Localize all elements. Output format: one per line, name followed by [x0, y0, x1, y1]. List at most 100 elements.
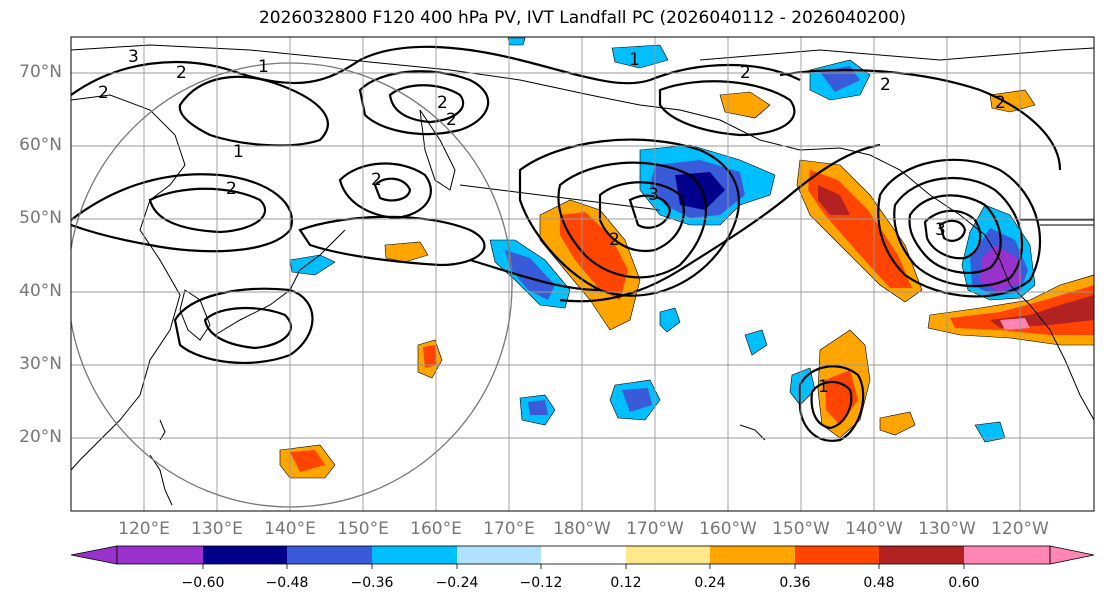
lon-label: 120°W	[991, 519, 1049, 539]
colorbar-tick-label: 0.60	[948, 575, 980, 591]
lon-label: 170°E	[483, 519, 535, 539]
contour-goa-low-5	[938, 219, 967, 242]
contour-manchuria	[338, 162, 432, 220]
lon-label: 140°E	[264, 519, 316, 539]
contour-mid-trough-2	[469, 258, 601, 292]
fill-positive-kuril	[384, 241, 429, 263]
fill-positive-midpac-core	[423, 345, 437, 368]
contour-hawaii-low	[798, 365, 865, 442]
lon-label: 170°W	[626, 519, 684, 539]
colorbar-outline	[116, 545, 1051, 565]
colorbar-swatch	[287, 546, 372, 564]
lon-label: 150°W	[772, 519, 830, 539]
contour-okhotsk-inner	[388, 84, 465, 124]
contour-label: 2	[226, 179, 237, 199]
fill-positive-band-max	[818, 185, 850, 215]
contour-goa-low	[877, 158, 1042, 298]
contour-label: 2	[98, 83, 109, 103]
fill-positive-se	[879, 411, 916, 436]
colorbar-ticks	[202, 564, 965, 569]
colorbar-tick-label: −0.60	[181, 575, 225, 591]
contour-label: 1	[629, 50, 640, 70]
fill-negative-hawaii-w-core	[622, 388, 652, 412]
contour-label: 2	[995, 93, 1006, 113]
colorbar-tick-label: −0.24	[435, 575, 479, 591]
contour-bering-low	[518, 138, 741, 297]
fill-negative-small2	[744, 329, 768, 356]
contour-label: 3	[935, 220, 946, 240]
contour-label: 3	[648, 185, 659, 205]
lon-label: 130°W	[918, 519, 976, 539]
colorbar	[70, 545, 1095, 569]
coast-asia	[71, 94, 186, 471]
contour-mid-trough	[559, 143, 881, 303]
colorbar-swatch	[795, 546, 879, 564]
coast-philippines	[149, 454, 173, 506]
fill-negative-central-core	[505, 250, 555, 300]
fill-negative-bering-max	[675, 172, 725, 210]
contour-japan-low	[173, 287, 314, 365]
contour-bering-low-3	[598, 181, 685, 253]
contour-goa-low-2	[893, 176, 1024, 288]
contour-manchuria-inner	[373, 177, 412, 202]
colorbar-swatch	[457, 546, 541, 564]
range-circle	[71, 62, 513, 508]
lon-label: 130°E	[191, 519, 243, 539]
colorbar-swatch	[710, 546, 795, 564]
coast-alaska-north	[699, 47, 1094, 61]
lat-label: 20°N	[19, 427, 62, 447]
coast-hawaii	[739, 424, 766, 441]
contour-goa-low-3	[908, 194, 1002, 274]
colorbar-swatch	[964, 546, 1050, 564]
contour-label: 2	[880, 75, 891, 95]
colorbar-swatch	[626, 546, 710, 564]
lat-label: 50°N	[19, 208, 62, 228]
contour-label: 3	[128, 47, 139, 67]
fill-negative-small3	[507, 37, 526, 46]
contour-label-group: 3 2 1 2 2 1 2 2 2 3 2 2 1 3 2 1 2	[98, 47, 1006, 397]
colorbar-tick-label: 0.48	[863, 575, 895, 591]
contour-label: 1	[258, 57, 269, 77]
lat-label: 30°N	[19, 354, 62, 374]
colorbar-tick-label: 0.12	[610, 575, 642, 591]
contour-bering-low-2	[557, 161, 708, 279]
fill-negative-midpac-s-core	[528, 400, 548, 415]
fill-negative-coast-max	[980, 245, 1022, 292]
fill-negative-small1	[659, 307, 681, 333]
coastlines	[71, 44, 1094, 506]
coast-japan	[214, 229, 346, 336]
contour-label: 1	[233, 142, 244, 162]
colorbar-tick-label: −0.48	[265, 575, 309, 591]
lon-label: 160°E	[410, 519, 462, 539]
coast-aleutians	[459, 184, 661, 211]
fill-negative-small4	[611, 44, 669, 69]
lat-label: 70°N	[19, 62, 62, 82]
contour-nwpac	[298, 215, 486, 267]
lon-label: 160°W	[699, 519, 757, 539]
colorbar-swatch	[203, 546, 287, 564]
contour-japan-low-inner	[203, 307, 292, 350]
contour-label: 2	[609, 230, 620, 250]
colorbar-swatch	[879, 546, 964, 564]
map-area: 3 2 1 2 2 1 2 2 2 3 2 2 1 3 2 1 2	[71, 37, 1094, 511]
colorbar-swatch	[541, 546, 626, 564]
map-frame	[70, 36, 1095, 512]
colorbar-over-triangle	[1049, 545, 1095, 565]
contour-bering-low-4	[628, 194, 672, 229]
contour-arctic	[658, 80, 796, 137]
contour-label: 2	[437, 93, 448, 113]
fill-negative-hawaii-e	[789, 367, 816, 406]
contour-label: 2	[176, 63, 187, 83]
lat-label: 40°N	[19, 281, 62, 301]
contour-goa-low-4	[923, 209, 982, 260]
fill-negative-alaska-core	[820, 66, 860, 92]
contour-label: 2	[740, 63, 751, 83]
coast-siberia-north	[71, 44, 681, 111]
fill-positive-central-core	[560, 212, 628, 300]
contour-label: 2	[371, 170, 382, 190]
map-title: 2026032800 F120 400 hPa PV, IVT Landfall…	[258, 8, 906, 28]
fill-positive-aleut	[989, 89, 1036, 113]
coast-taiwan	[159, 419, 166, 441]
contour-hawaii-low-inner	[810, 380, 853, 430]
